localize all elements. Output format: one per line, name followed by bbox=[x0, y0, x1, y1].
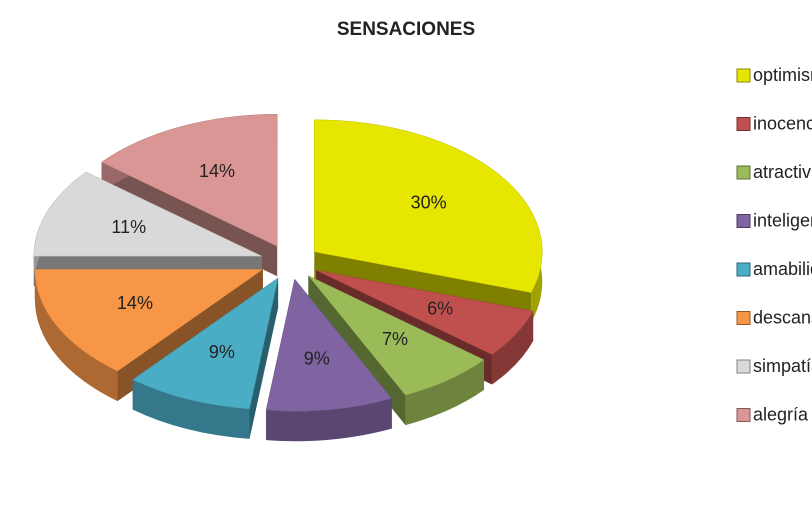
legend-marker bbox=[736, 165, 751, 180]
legend-marker bbox=[736, 117, 751, 131]
data-label: 14% bbox=[117, 293, 153, 313]
legend-marker bbox=[736, 311, 751, 325]
slice bbox=[316, 270, 534, 355]
slice bbox=[33, 171, 262, 257]
data-label: 9% bbox=[209, 342, 235, 362]
legend-marker bbox=[736, 408, 751, 422]
slice bbox=[34, 269, 264, 372]
data-label: 9% bbox=[304, 349, 330, 369]
slice-side bbox=[132, 379, 250, 439]
legend-label: inteligencia bbox=[753, 210, 812, 230]
data-label: 6% bbox=[427, 299, 453, 319]
legend-marker bbox=[736, 262, 751, 277]
slice bbox=[265, 278, 393, 412]
slice-side bbox=[405, 359, 485, 426]
legend-marker bbox=[736, 359, 751, 374]
slice-side bbox=[34, 269, 118, 402]
legend-label: atractividad bbox=[753, 162, 812, 182]
data-label: 30% bbox=[411, 192, 447, 212]
legend-label: descanso bbox=[753, 307, 812, 327]
slice-side bbox=[266, 398, 392, 442]
data-label: 11% bbox=[111, 217, 146, 237]
slice-side bbox=[491, 311, 534, 385]
chart-title: SENSACIONES bbox=[337, 19, 475, 40]
slice-side bbox=[249, 277, 279, 439]
slice bbox=[314, 119, 543, 293]
slice bbox=[101, 114, 278, 247]
slice bbox=[132, 277, 279, 410]
legend-marker bbox=[736, 68, 751, 83]
legend-label: alegría bbox=[753, 404, 809, 424]
data-label: 14% bbox=[199, 161, 235, 181]
slice bbox=[308, 275, 485, 396]
legend-label: amabilidad bbox=[753, 259, 812, 279]
data-label: 7% bbox=[382, 329, 408, 349]
legend-marker bbox=[736, 214, 751, 228]
legend-label: optimismo bbox=[753, 65, 812, 85]
legend-label: inocencia bbox=[753, 113, 812, 133]
